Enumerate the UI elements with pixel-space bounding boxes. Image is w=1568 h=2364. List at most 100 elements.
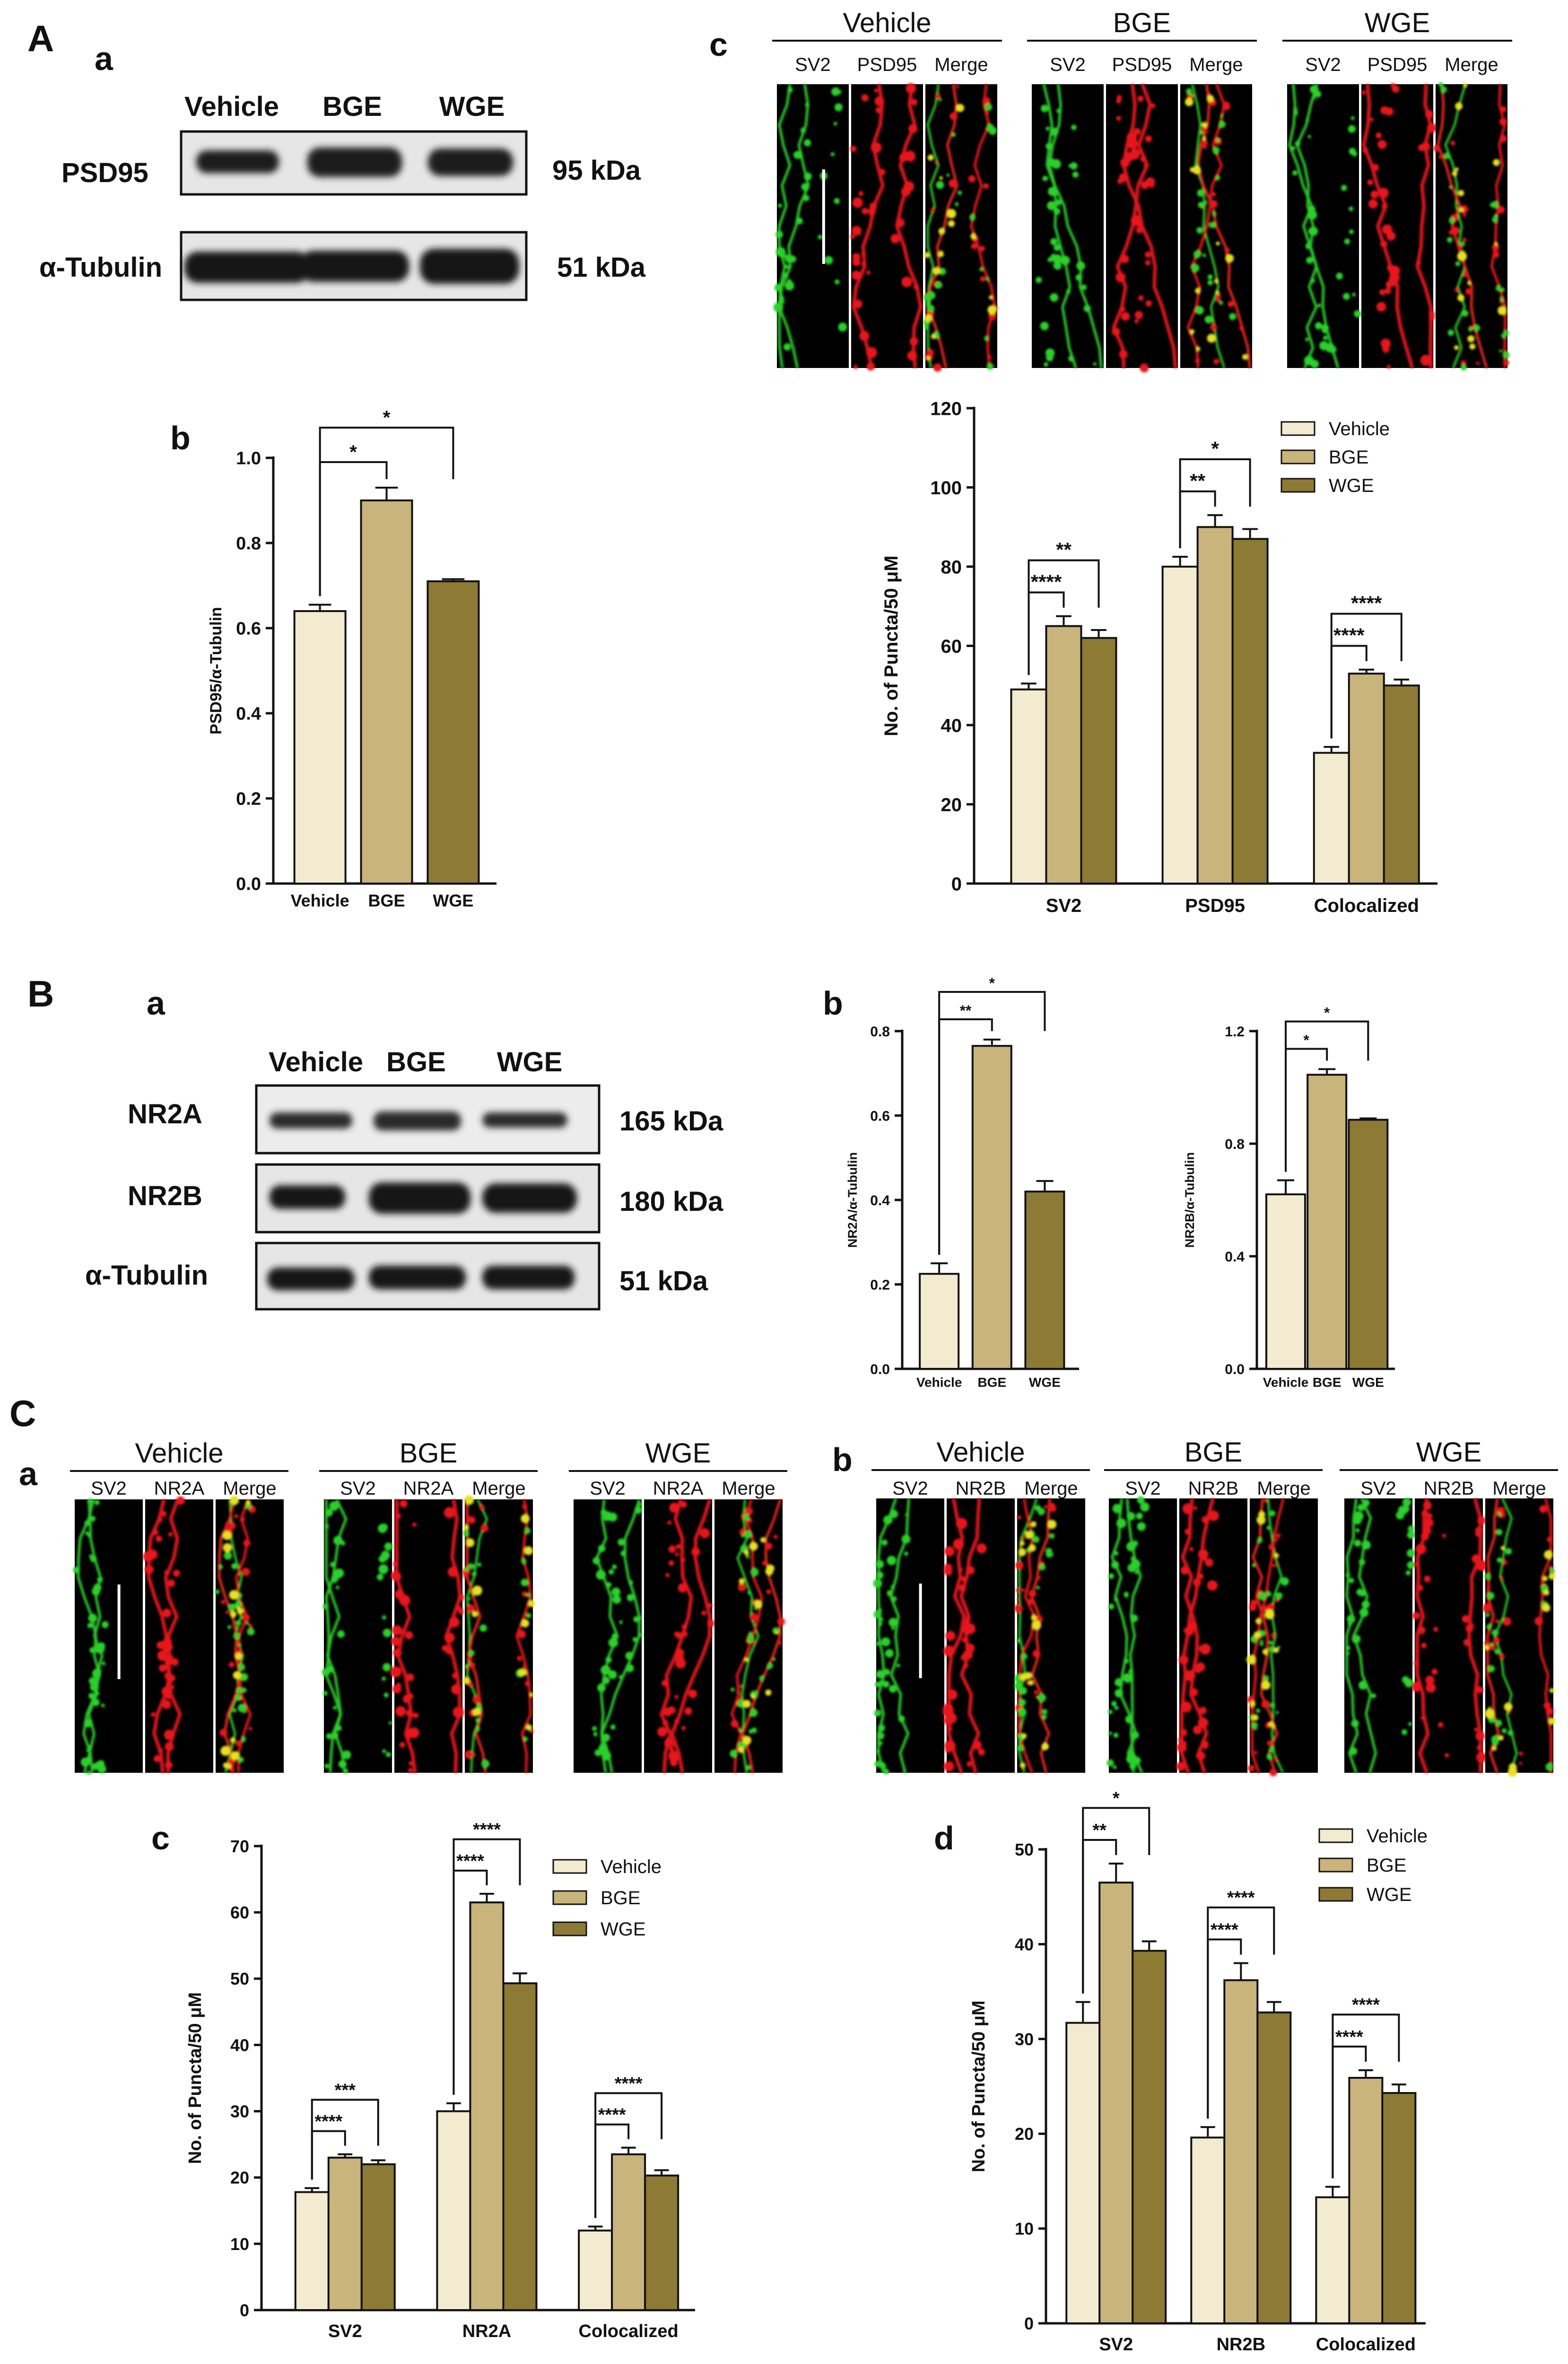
puncta — [850, 234, 855, 239]
micrograph-channel-label: SV2 — [1050, 54, 1086, 75]
puncta — [1201, 140, 1208, 147]
puncta — [775, 230, 783, 238]
puncta — [406, 1709, 413, 1716]
puncta — [529, 1692, 534, 1697]
puncta — [674, 1718, 679, 1724]
puncta — [1250, 1600, 1257, 1607]
puncta — [601, 1733, 610, 1742]
puncta — [1225, 254, 1234, 263]
puncta — [818, 235, 822, 240]
puncta — [927, 154, 934, 161]
puncta — [464, 1567, 469, 1572]
puncta — [479, 1505, 485, 1510]
puncta — [1386, 284, 1391, 289]
puncta — [237, 1608, 244, 1615]
y-tick-label: 0.8 — [870, 1024, 890, 1040]
puncta — [1502, 1559, 1507, 1565]
x-tick-label: WGE — [1029, 1375, 1061, 1390]
puncta — [935, 281, 942, 289]
puncta — [176, 1496, 185, 1505]
puncta — [881, 1539, 888, 1546]
puncta — [87, 1622, 93, 1629]
puncta — [777, 1618, 785, 1626]
puncta — [322, 1603, 328, 1610]
puncta — [1359, 1558, 1366, 1566]
bar — [1348, 2076, 1384, 2324]
puncta — [1269, 1746, 1275, 1753]
puncta — [608, 1569, 614, 1575]
puncta — [1407, 1561, 1415, 1569]
bar — [502, 1982, 538, 2311]
neurite — [147, 1499, 172, 1773]
puncta — [1367, 179, 1373, 185]
bar — [1256, 2011, 1292, 2324]
puncta — [600, 1509, 607, 1516]
puncta — [1369, 117, 1374, 122]
puncta — [1469, 343, 1476, 350]
puncta — [1018, 1548, 1026, 1557]
puncta — [1421, 1510, 1429, 1517]
y-tick-label: 0.4 — [236, 704, 261, 724]
bar — [971, 1045, 1012, 1370]
blot-B-size-tubulin: 51 kDa — [619, 1266, 708, 1296]
puncta — [1126, 132, 1137, 143]
puncta — [407, 1693, 414, 1700]
puncta — [738, 1746, 745, 1753]
puncta — [1055, 199, 1062, 206]
puncta — [1050, 238, 1058, 245]
puncta — [1361, 90, 1366, 95]
puncta — [1176, 1762, 1185, 1771]
puncta — [1037, 1576, 1041, 1580]
puncta — [101, 1703, 105, 1707]
puncta — [155, 1535, 162, 1542]
neurite — [959, 1498, 981, 1773]
puncta — [458, 1594, 464, 1601]
micrograph-image-sv2 — [773, 84, 849, 368]
puncta — [1048, 186, 1057, 196]
y-tick-label: 10 — [230, 2234, 249, 2254]
puncta — [1407, 1549, 1415, 1558]
puncta — [608, 1512, 618, 1522]
chart-puncta-nr2a: 0 10 20 30 40 50 60 70 No. of Puncta/50 μM SV2 NR2… — [185, 1820, 695, 2341]
puncta — [681, 1624, 687, 1629]
legend-swatch — [1318, 1887, 1353, 1902]
significance-label: * — [1113, 1788, 1120, 1808]
micrograph-signal — [850, 83, 923, 371]
puncta — [956, 1518, 967, 1529]
significance-label: ** — [960, 1002, 972, 1019]
puncta — [388, 1721, 392, 1725]
micrograph-group-title: BGE — [400, 1438, 458, 1469]
puncta — [1402, 1676, 1409, 1683]
x-tick-label: BGE — [977, 1375, 1006, 1390]
puncta — [447, 1567, 459, 1577]
micrograph-channel-label: NR2A — [403, 1478, 454, 1499]
puncta — [608, 1670, 617, 1679]
puncta — [242, 1709, 247, 1713]
puncta — [1444, 152, 1451, 159]
y-axis-label: PSD95/α-Tubulin — [207, 607, 225, 735]
x-tick-label: BGE — [1313, 1375, 1342, 1390]
puncta — [985, 277, 989, 281]
puncta — [1137, 1496, 1145, 1504]
puncta — [468, 1516, 476, 1524]
micrograph-signal — [143, 1496, 185, 1773]
puncta — [1455, 102, 1463, 110]
significance-label: * — [349, 442, 357, 463]
y-tick-label: 60 — [941, 636, 962, 657]
puncta — [1017, 1515, 1021, 1520]
puncta — [1250, 1701, 1256, 1707]
puncta — [1346, 1651, 1350, 1655]
bar — [360, 499, 413, 884]
puncta — [1361, 1540, 1371, 1550]
panel-letter-Ac: c — [709, 26, 728, 63]
puncta — [1178, 1655, 1189, 1665]
puncta — [944, 1740, 956, 1751]
puncta — [1314, 90, 1322, 98]
puncta — [1263, 1498, 1268, 1503]
puncta — [1215, 290, 1220, 295]
puncta — [938, 98, 942, 102]
puncta — [383, 1629, 392, 1637]
bar — [1313, 752, 1350, 884]
puncta — [241, 1517, 245, 1522]
puncta — [1037, 1586, 1040, 1590]
